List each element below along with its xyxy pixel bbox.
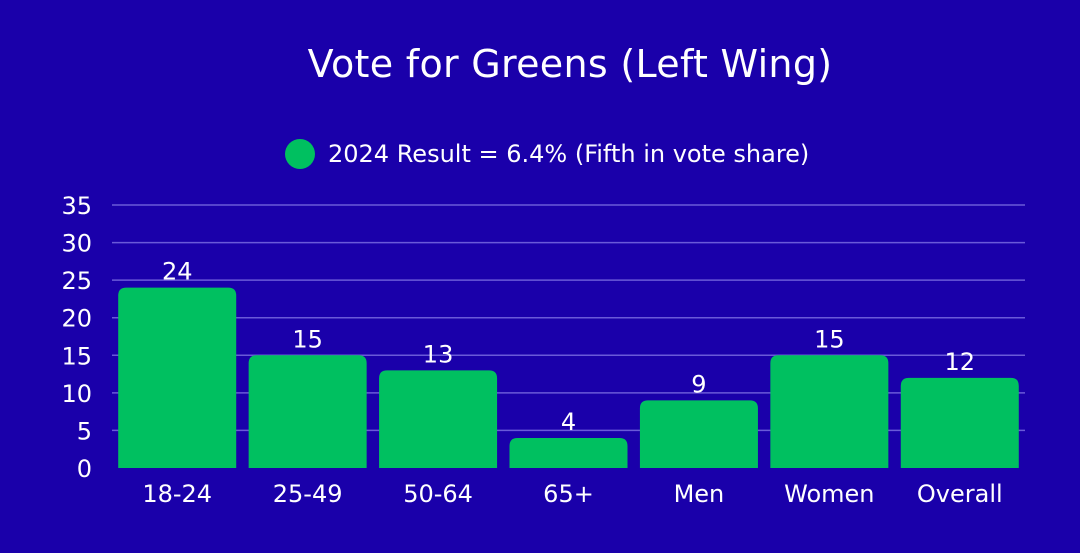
data-label: 12 bbox=[945, 348, 976, 376]
bar bbox=[248, 355, 367, 468]
data-label: 4 bbox=[561, 408, 576, 436]
y-tick-label: 5 bbox=[77, 417, 92, 445]
x-tick-label: 50-64 bbox=[403, 480, 473, 508]
bar bbox=[509, 437, 628, 468]
bar bbox=[770, 355, 889, 468]
y-tick-label: 10 bbox=[61, 380, 92, 408]
x-tick-label: Overall bbox=[917, 480, 1003, 508]
y-tick-label: 25 bbox=[61, 267, 92, 295]
chart-title: Vote for Greens (Left Wing) bbox=[307, 42, 833, 86]
data-label: 9 bbox=[691, 370, 706, 398]
y-tick-label: 30 bbox=[61, 230, 92, 258]
bar bbox=[639, 400, 758, 468]
x-tick-label: Women bbox=[784, 480, 874, 508]
data-label: 24 bbox=[162, 258, 193, 286]
y-tick-label: 35 bbox=[61, 192, 92, 220]
x-tick-label: Men bbox=[674, 480, 725, 508]
y-tick-label: 15 bbox=[61, 342, 92, 370]
legend-label: 2024 Result = 6.4% (Fifth in vote share) bbox=[328, 140, 810, 168]
x-tick-label: 25-49 bbox=[273, 480, 343, 508]
legend-swatch bbox=[285, 139, 315, 169]
chart-legend: 2024 Result = 6.4% (Fifth in vote share) bbox=[285, 138, 809, 170]
data-label: 15 bbox=[292, 325, 323, 353]
x-tick-label: 18-24 bbox=[142, 480, 212, 508]
x-tick-label: 65+ bbox=[543, 480, 594, 508]
bar bbox=[118, 287, 237, 468]
bottom-divider bbox=[0, 553, 1080, 559]
bar bbox=[900, 377, 1019, 468]
y-tick-label: 20 bbox=[61, 305, 92, 333]
data-label: 13 bbox=[423, 340, 454, 368]
data-label: 15 bbox=[814, 325, 845, 353]
bar bbox=[379, 370, 498, 468]
y-tick-label: 0 bbox=[77, 455, 92, 483]
